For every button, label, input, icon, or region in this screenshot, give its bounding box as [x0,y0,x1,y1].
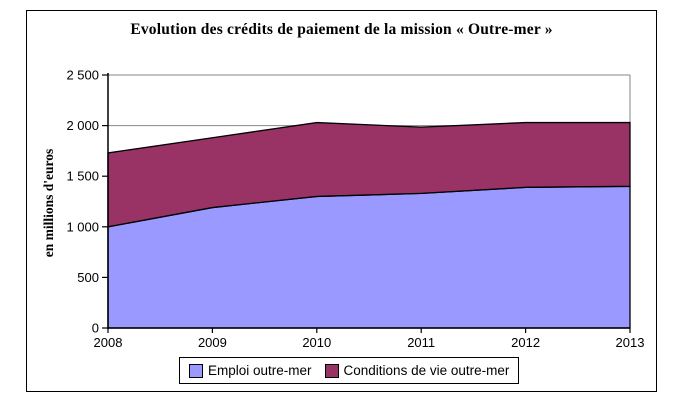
x-tick-label: 2008 [94,335,123,350]
x-tick-label: 2012 [511,335,540,350]
x-tick-label: 2010 [302,335,331,350]
stacked-area-conditions [107,121,631,228]
y-tick-label: 0 [92,321,99,336]
y-tick-label: 2 500 [66,68,99,83]
y-tick-label: 500 [77,270,99,285]
legend-label-emploi: Emploi outre-mer [208,363,312,378]
legend-item-emploi: Emploi outre-mer [189,363,312,378]
chart-title: Evolution des crédits de paiement de la … [130,21,553,38]
legend-label-conditions: Conditions de vie outre-mer [343,363,510,378]
legend-swatch-conditions [324,363,339,378]
x-tick-label: 2009 [198,335,227,350]
y-tick-label: 2 000 [66,118,99,133]
y-tick-label: 1 500 [66,169,99,184]
legend: Emploi outre-mer Conditions de vie outre… [179,357,520,384]
legend-item-conditions: Conditions de vie outre-mer [324,363,510,378]
y-tick-label: 1 000 [66,219,99,234]
x-tick-label: 2013 [616,335,645,350]
legend-swatch-emploi [189,363,203,378]
x-tick-label: 2011 [407,335,435,350]
